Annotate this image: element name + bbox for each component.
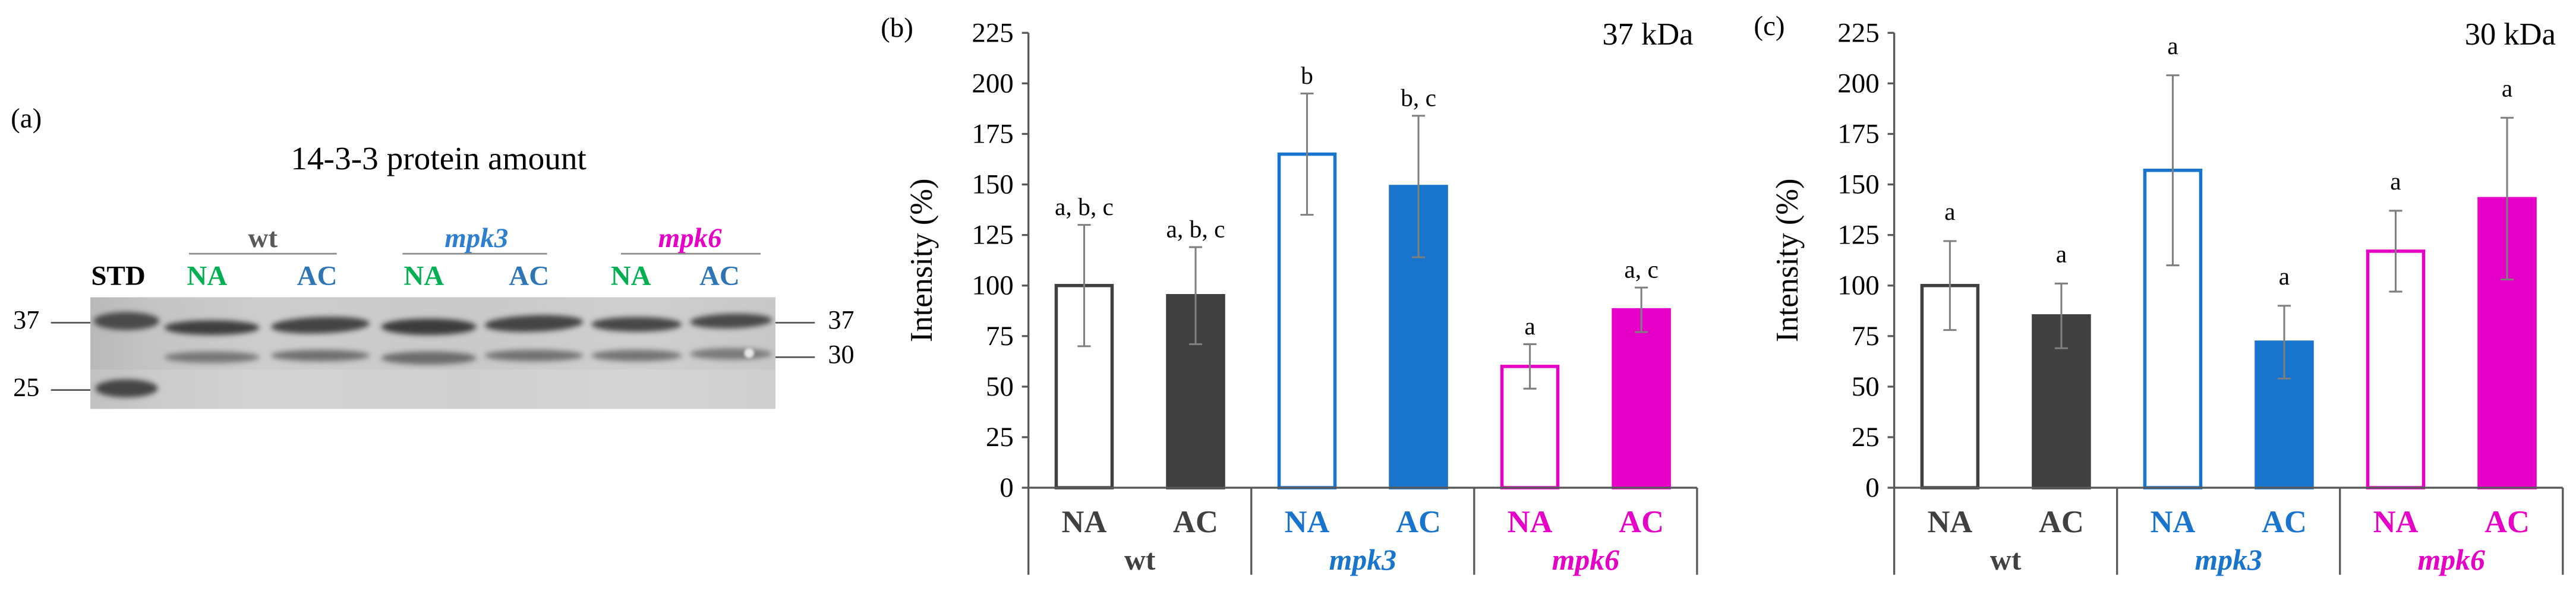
lane-label-wt-ac: AC bbox=[297, 260, 338, 292]
y-tick-label: 0 bbox=[1865, 472, 1880, 503]
lane-group-wt-bracket bbox=[188, 252, 337, 255]
mw-tick-left-25 bbox=[51, 389, 91, 391]
mw-label-left-37: 37 bbox=[13, 307, 40, 335]
lane-label-mpk3-na: NA bbox=[403, 260, 444, 292]
y-tick-label: 175 bbox=[972, 118, 1013, 149]
y-tick-label: 25 bbox=[1852, 422, 1880, 453]
group-label: mpk3 bbox=[2195, 544, 2262, 576]
category-label: NA bbox=[2373, 505, 2419, 539]
significance-letters: a bbox=[2390, 168, 2401, 195]
significance-letters: a, c bbox=[1624, 256, 1659, 283]
lane-label-mpk6-ac: AC bbox=[699, 260, 740, 292]
significance-letters: a bbox=[1944, 198, 1955, 225]
category-label: AC bbox=[1173, 505, 1218, 539]
y-tick-label: 75 bbox=[1852, 321, 1880, 352]
mw-label-right-37: 37 bbox=[828, 307, 855, 335]
lane-group-mpk3-bracket bbox=[402, 252, 547, 255]
bar-mpk6-ac bbox=[1612, 308, 1671, 489]
std-marker-band-37 bbox=[93, 312, 160, 330]
mw-label-left-25: 25 bbox=[13, 374, 40, 403]
y-tick-label: 125 bbox=[1837, 220, 1879, 251]
category-label: NA bbox=[1508, 505, 1553, 539]
group-label: mpk6 bbox=[1552, 544, 1619, 576]
blot-band-30kda bbox=[164, 351, 260, 363]
panel-label: (b) bbox=[881, 12, 913, 43]
band-size-annotation: 37 kDa bbox=[1602, 17, 1693, 52]
mw-label-right-30: 30 bbox=[828, 342, 855, 370]
category-label: NA bbox=[1927, 505, 1972, 539]
lane-label-std: STD bbox=[91, 260, 146, 292]
y-axis-title: Intensity (%) bbox=[1770, 178, 1805, 342]
y-tick-label: 100 bbox=[972, 270, 1013, 301]
panel-label: (c) bbox=[1754, 11, 1784, 42]
y-tick-label: 200 bbox=[1837, 68, 1879, 99]
significance-letters: a bbox=[1524, 312, 1535, 340]
y-tick-label: 75 bbox=[986, 321, 1014, 352]
category-label: AC bbox=[1396, 505, 1441, 539]
mw-tick-right-30 bbox=[775, 356, 815, 358]
group-label: wt bbox=[1990, 544, 2022, 576]
y-axis-title: Intensity (%) bbox=[904, 178, 939, 342]
category-label: NA bbox=[1062, 505, 1107, 539]
y-tick-label: 200 bbox=[972, 68, 1013, 99]
lane-group-mpk3: mpk3 bbox=[444, 222, 509, 254]
lane-label-wt-na: NA bbox=[187, 260, 228, 292]
panel-label-a: (a) bbox=[11, 102, 42, 134]
band-size-annotation: 30 kDa bbox=[2465, 17, 2556, 52]
y-tick-label: 225 bbox=[1837, 17, 1879, 48]
blot-band-37kda bbox=[164, 320, 260, 335]
category-label: AC bbox=[2262, 505, 2307, 539]
blot-artifact-spot bbox=[744, 348, 754, 358]
y-tick-label: 100 bbox=[1837, 270, 1879, 301]
lane-label-mpk3-ac: AC bbox=[509, 260, 550, 292]
significance-letters: a bbox=[2167, 32, 2178, 59]
std-marker-band-25 bbox=[95, 379, 158, 398]
y-tick-label: 225 bbox=[972, 17, 1013, 48]
lane-group-mpk6-bracket bbox=[621, 252, 761, 255]
group-label: mpk3 bbox=[1329, 544, 1396, 576]
significance-letters: a bbox=[2056, 241, 2067, 268]
mw-tick-left-37 bbox=[51, 321, 91, 324]
category-label: NA bbox=[1285, 505, 1330, 539]
category-label: AC bbox=[1619, 505, 1664, 539]
bar-chart-37-kda: (b) 37 kDa Intensity (%) 0 25 50 75 100 125 150 17… bbox=[881, 12, 1698, 576]
y-tick-label: 25 bbox=[986, 422, 1014, 453]
blot-band-37kda bbox=[591, 317, 682, 332]
significance-letters: b, c bbox=[1401, 84, 1436, 111]
lane-group-wt: wt bbox=[248, 222, 278, 254]
significance-letters: a bbox=[2279, 263, 2290, 290]
significance-letters: a, b, c bbox=[1055, 193, 1114, 220]
blot-band-30kda bbox=[591, 349, 682, 362]
y-tick-label: 50 bbox=[986, 371, 1014, 402]
lane-group-mpk6: mpk6 bbox=[658, 222, 722, 254]
group-label: wt bbox=[1124, 544, 1156, 576]
bar-chart-30-kda: (c) 30 kDa Intensity (%) 0 25 50 75 100 125 150 17… bbox=[1754, 11, 2564, 576]
blot-band-30kda bbox=[484, 349, 584, 362]
y-tick-label: 0 bbox=[999, 472, 1014, 503]
blot-title: 14-3-3 protein amount bbox=[291, 141, 587, 178]
blot-band-37kda bbox=[381, 318, 477, 335]
group-label: mpk6 bbox=[2418, 544, 2485, 576]
category-label: AC bbox=[2484, 505, 2530, 539]
significance-letters: b bbox=[1301, 62, 1313, 89]
y-tick-label: 150 bbox=[972, 169, 1013, 200]
western-blot-image bbox=[90, 297, 775, 409]
y-tick-label: 175 bbox=[1837, 118, 1879, 149]
y-tick-label: 150 bbox=[1837, 169, 1879, 200]
significance-letters: a, b, c bbox=[1166, 216, 1225, 243]
blot-lower-haze bbox=[90, 369, 775, 409]
blot-band-30kda bbox=[271, 349, 370, 362]
lane-label-mpk6-na: NA bbox=[610, 260, 651, 292]
significance-letters: a bbox=[2502, 74, 2512, 102]
category-label: NA bbox=[2151, 505, 2196, 539]
category-label: AC bbox=[2039, 505, 2084, 539]
blot-band-30kda bbox=[381, 351, 477, 365]
mw-tick-right-37 bbox=[775, 321, 815, 324]
y-tick-label: 50 bbox=[1852, 371, 1880, 402]
y-tick-label: 125 bbox=[972, 220, 1013, 251]
